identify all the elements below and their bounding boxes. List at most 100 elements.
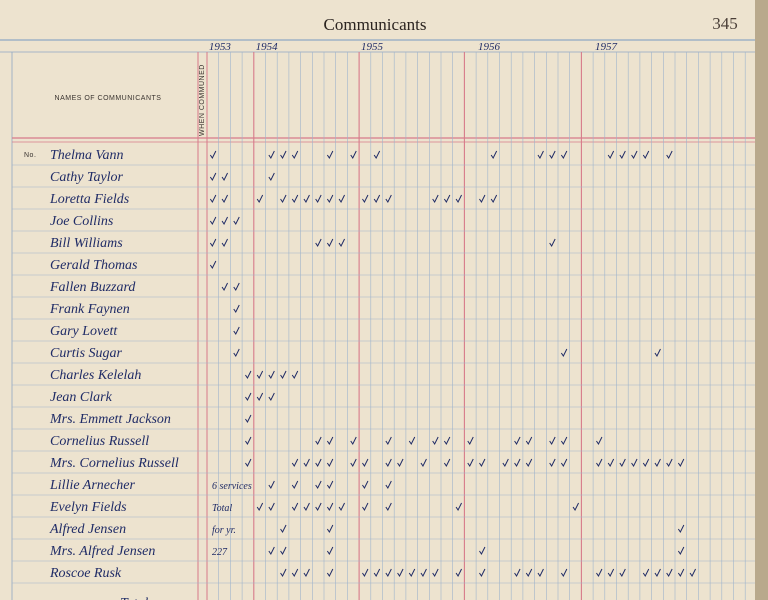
check-mark — [479, 194, 486, 203]
check-mark — [233, 282, 240, 291]
check-mark — [467, 436, 474, 445]
check-mark — [443, 436, 451, 445]
check-mark — [291, 568, 299, 577]
check-mark — [291, 502, 299, 511]
check-mark — [420, 568, 427, 577]
year-label: 1954 — [256, 41, 279, 53]
check-mark — [268, 392, 275, 401]
check-mark — [677, 568, 685, 577]
check-mark — [479, 568, 486, 577]
check-mark — [385, 194, 392, 203]
check-mark — [268, 480, 275, 489]
page-edge — [755, 0, 768, 600]
check-mark — [291, 150, 299, 159]
check-mark — [362, 480, 369, 489]
footer-label: Total — [120, 596, 148, 600]
check-mark — [326, 436, 334, 445]
check-mark — [537, 150, 544, 159]
check-mark — [280, 546, 287, 555]
check-mark — [303, 458, 310, 467]
check-mark — [560, 348, 568, 357]
check-mark — [560, 458, 568, 467]
check-mark — [326, 568, 334, 577]
check-mark — [631, 458, 638, 467]
check-mark — [338, 238, 345, 247]
check-mark — [596, 436, 603, 445]
when-heading: WHEN COMMUNED — [199, 64, 206, 136]
names-heading: NAMES OF COMMUNICANTS — [55, 95, 162, 102]
check-mark — [221, 172, 228, 181]
check-mark — [677, 524, 685, 533]
check-mark — [455, 568, 462, 577]
check-mark — [326, 238, 334, 247]
check-mark — [280, 524, 287, 533]
check-mark — [245, 392, 252, 401]
check-mark — [362, 458, 369, 467]
check-mark — [245, 414, 252, 423]
check-mark — [326, 194, 334, 203]
check-mark — [385, 436, 392, 445]
check-mark — [490, 150, 498, 159]
check-mark — [385, 458, 392, 467]
check-mark — [677, 546, 685, 555]
communicant-name: Mrs. Cornelius Russell — [49, 456, 179, 471]
check-mark — [233, 216, 240, 225]
check-mark — [209, 238, 217, 247]
check-mark — [666, 458, 673, 467]
check-mark — [385, 502, 392, 511]
check-mark — [373, 194, 381, 203]
check-mark — [397, 458, 404, 467]
check-mark — [338, 502, 345, 511]
check-mark — [373, 568, 381, 577]
check-mark — [221, 194, 228, 203]
communicant-name: Fallen Buzzard — [49, 280, 136, 295]
check-mark — [560, 436, 568, 445]
check-mark — [280, 194, 287, 203]
page-title: Communicants — [324, 15, 427, 34]
check-mark — [654, 348, 661, 357]
check-mark — [408, 568, 416, 577]
check-mark — [560, 568, 568, 577]
communicant-name: Alfred Jensen — [49, 522, 126, 537]
check-mark — [467, 458, 474, 467]
check-mark — [514, 568, 521, 577]
check-mark — [268, 502, 275, 511]
communicant-name: Gerald Thomas — [50, 258, 138, 273]
check-mark — [514, 458, 521, 467]
check-mark — [607, 458, 615, 467]
check-mark — [654, 458, 661, 467]
no-label: No. — [24, 152, 36, 159]
communicant-name: Loretta Fields — [49, 192, 130, 207]
check-mark — [502, 458, 509, 467]
check-mark — [280, 150, 287, 159]
check-mark — [432, 436, 439, 445]
check-mark — [631, 150, 638, 159]
check-mark — [291, 458, 299, 467]
check-mark — [642, 458, 650, 467]
check-mark — [677, 458, 685, 467]
check-mark — [642, 568, 650, 577]
check-mark — [256, 392, 264, 401]
check-mark — [350, 436, 357, 445]
check-mark — [245, 370, 252, 379]
check-mark — [596, 568, 603, 577]
check-mark — [385, 480, 392, 489]
side-note: for yr. — [212, 525, 236, 536]
check-mark — [221, 238, 228, 247]
check-mark — [479, 458, 486, 467]
check-mark — [619, 150, 626, 159]
side-note: 227 — [212, 547, 228, 558]
communicant-name: Gary Lovett — [50, 324, 118, 339]
check-mark — [209, 216, 217, 225]
communicant-name: Mrs. Alfred Jensen — [49, 544, 155, 559]
check-mark — [315, 436, 322, 445]
check-mark — [525, 436, 533, 445]
check-mark — [619, 458, 626, 467]
communicant-name: Mrs. Emmett Jackson — [49, 412, 171, 427]
check-mark — [315, 480, 322, 489]
communicant-name: Lillie Arnecher — [49, 478, 135, 493]
check-mark — [209, 172, 217, 181]
communicant-name: Evelyn Fields — [49, 500, 127, 515]
